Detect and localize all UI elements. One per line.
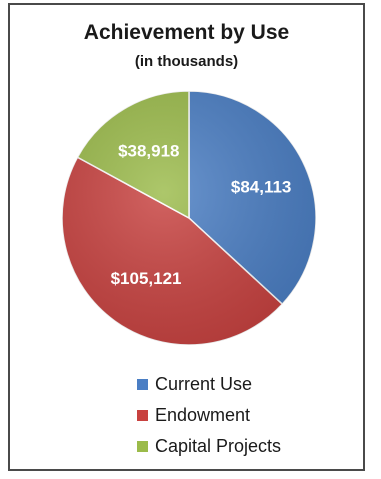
legend-item-endowment: Endowment (137, 400, 281, 431)
chart-subtitle: (in thousands) (134, 53, 239, 70)
data-label-endowment: $105,121 (111, 269, 182, 288)
legend-item-current-use: Current Use (137, 369, 281, 400)
legend-swatch-capital-projects (137, 441, 148, 452)
legend-item-capital-projects: Capital Projects (137, 431, 281, 462)
legend-label-endowment: Endowment (155, 405, 251, 425)
legend-label-capital-projects: Capital Projects (155, 436, 282, 456)
data-label-current-use: $84,113 (231, 177, 292, 196)
chart-frame: Achievement by Use (in thousands) $84,11… (8, 3, 365, 471)
chart-title: Achievement by Use (83, 21, 290, 44)
legend-swatch-current-use (137, 379, 148, 390)
legend-swatch-endowment (137, 410, 148, 421)
legend-label-current-use: Current Use (155, 374, 253, 394)
data-label-capital-projects: $38,918 (118, 141, 179, 160)
chart-legend: Current Use Endowment Capital Projects (137, 369, 281, 462)
